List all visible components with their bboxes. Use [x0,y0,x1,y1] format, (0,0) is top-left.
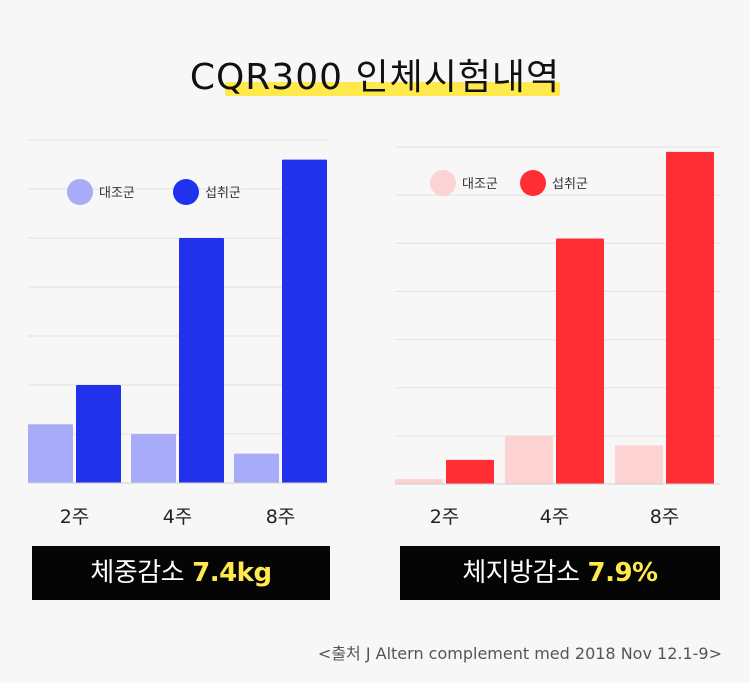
legend-swatch [67,179,93,205]
bar-treatment-2 [556,238,604,484]
legend-swatch [430,170,456,196]
page-title-text: CQR300 인체시험내역 [189,57,561,98]
body-fat-summary: 체지방감소 7.9% [400,546,720,600]
bar-control-1 [28,424,73,483]
legend-swatch [173,179,199,205]
chart-body-fat-loss: 2주 4주 8주 대조군 섭취군 [395,146,720,528]
bar-treatment-2 [179,238,224,483]
bar-control-1 [395,479,443,484]
body-fat-value: 7.9% [587,558,659,588]
legend-swatch [520,170,546,196]
bar-treatment-3 [282,159,327,483]
page-title: CQR300 인체시험내역 [189,48,561,100]
legend-label: 섭취군 [552,177,588,192]
weight-loss-label: 체중감소 [90,558,185,588]
x-tick-label: 8주 [650,506,680,528]
title-area: CQR300 인체시험내역 [0,48,750,100]
legend-label: 섭취군 [205,186,241,201]
legend-label: 대조군 [99,186,135,201]
x-tick-label: 2주 [60,506,90,528]
weight-loss-summary: 체중감소 7.4kg [32,546,330,600]
source-citation: <출처 J Altern complement med 2018 Nov 12.… [317,644,722,663]
bar-control-3 [615,445,663,484]
x-tick-label: 8주 [266,506,296,528]
weight-loss-value: 7.4kg [192,558,272,588]
bar-control-3 [234,453,279,483]
x-tick-label: 4주 [540,506,570,528]
x-tick-label: 2주 [430,506,460,528]
bar-treatment-1 [446,459,494,484]
legend-label: 대조군 [462,177,498,192]
chart-weight-loss: 2주 4주 8주 대조군 섭취군 [28,139,328,528]
body-fat-label: 체지방감소 [462,558,580,588]
bar-treatment-3 [666,151,714,485]
bar-control-2 [505,435,553,484]
bar-treatment-1 [76,385,121,483]
x-tick-label: 4주 [163,506,193,528]
bar-control-2 [131,434,176,483]
